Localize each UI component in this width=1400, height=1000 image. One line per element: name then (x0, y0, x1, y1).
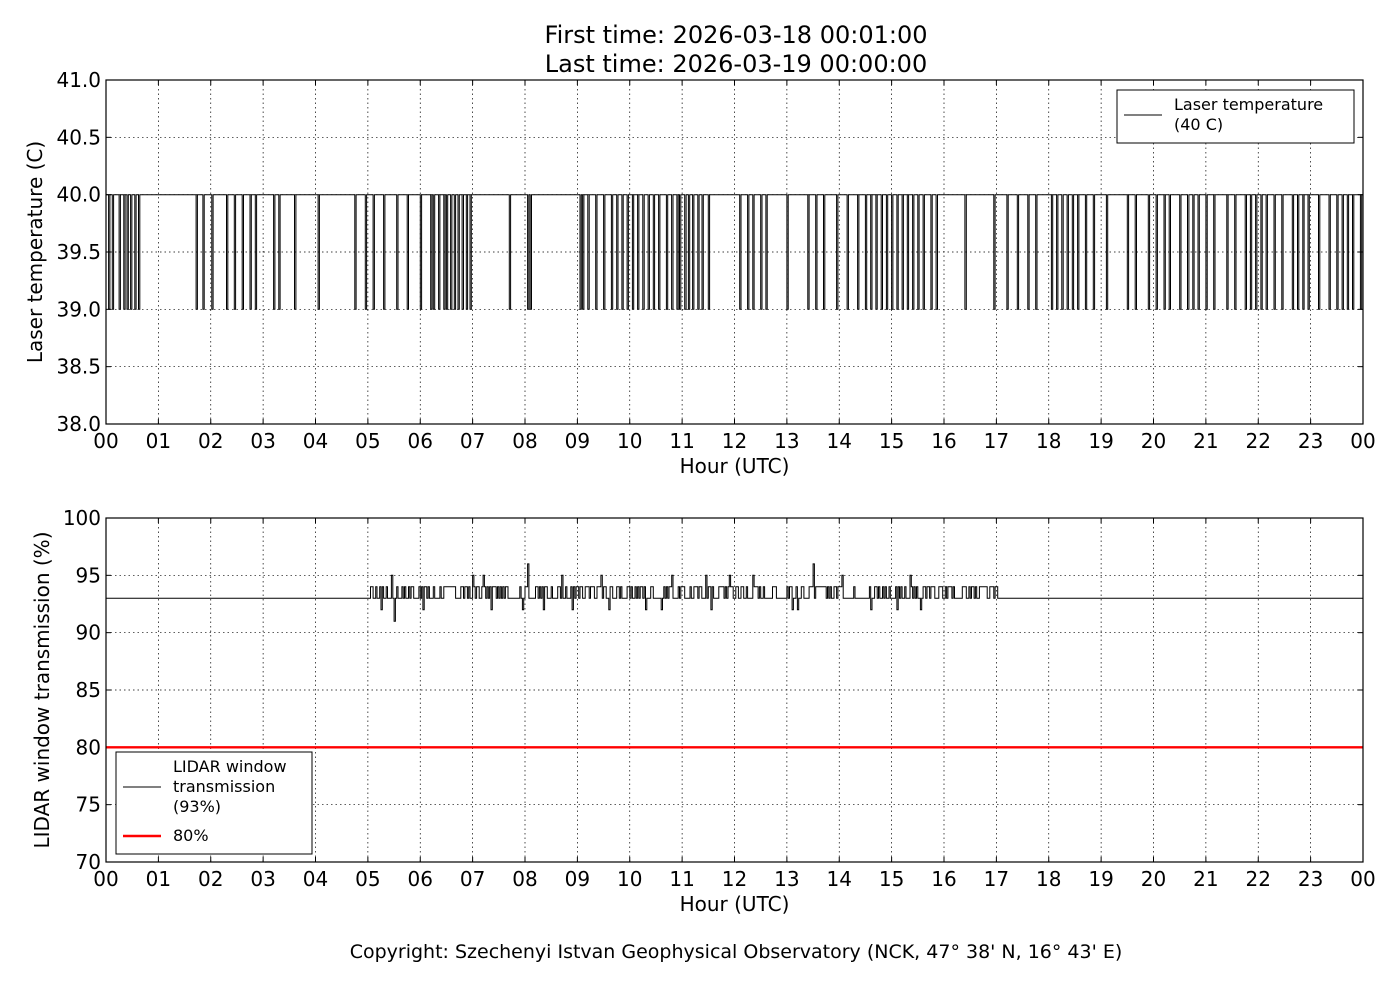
x-tick-label: 00 (1350, 867, 1375, 891)
series-line (106, 563, 1363, 622)
y-tick-label: 40.0 (56, 183, 101, 207)
x-tick-label: 09 (565, 867, 590, 891)
x-tick-label: 00 (93, 429, 118, 453)
x-tick-label: 19 (1088, 429, 1113, 453)
x-tick-label: 22 (1246, 867, 1271, 891)
x-tick-label: 17 (984, 429, 1009, 453)
x-axis-label: Hour (UTC) (680, 892, 790, 916)
y-tick-label: 70 (76, 850, 101, 874)
x-tick-label: 02 (198, 429, 223, 453)
legend-box (1116, 89, 1355, 144)
x-tick-label: 14 (827, 429, 852, 453)
x-tick-label: 03 (250, 429, 275, 453)
x-tick-label: 15 (879, 429, 904, 453)
x-tick-label: 03 (250, 867, 275, 891)
title-line-1: First time: 2026-03-18 00:01:00 (545, 21, 928, 49)
x-tick-label: 12 (722, 867, 747, 891)
x-tick-label: 10 (617, 429, 642, 453)
x-tick-label: 13 (774, 429, 799, 453)
y-axis-label: Laser temperature (C) (23, 141, 47, 363)
legend-label: (93%) (173, 797, 221, 816)
y-tick-label: 90 (76, 621, 101, 645)
y-tick-label: 38.0 (56, 412, 101, 436)
x-tick-label: 04 (303, 429, 328, 453)
x-tick-label: 00 (93, 867, 118, 891)
x-tick-label: 09 (565, 429, 590, 453)
x-tick-label: 19 (1088, 867, 1113, 891)
lidar-transmission-chart: 00 01 02 03 04 05 06 07 08 09 10 11 12 13 14 15 16 17 18 19… (30, 506, 1376, 916)
y-axis-label: LIDAR window transmission (%) (30, 532, 54, 849)
legend: Laser temperature(40 C) (1116, 89, 1355, 144)
y-tick-label: 75 (76, 793, 101, 817)
title-line-2: Last time: 2026-03-19 00:00:00 (545, 50, 927, 78)
x-tick-label: 07 (460, 429, 485, 453)
legend-label: transmission (173, 777, 275, 796)
y-tick-label: 40.5 (56, 125, 101, 149)
x-tick-label: 01 (146, 867, 171, 891)
legend-label: 80% (173, 826, 209, 845)
x-tick-label: 18 (1036, 429, 1061, 453)
x-tick-label: 11 (669, 867, 694, 891)
x-tick-label: 20 (1141, 429, 1166, 453)
y-tick-label: 85 (76, 678, 101, 702)
plot-frame (105, 517, 1364, 863)
x-tick-label: 00 (1350, 429, 1375, 453)
plot-frame (105, 79, 1364, 425)
x-tick-label: 21 (1193, 867, 1218, 891)
x-tick-label: 23 (1298, 429, 1323, 453)
x-tick-label: 11 (669, 429, 694, 453)
x-tick-label: 16 (931, 429, 956, 453)
x-tick-label: 06 (408, 429, 433, 453)
x-tick-label: 05 (355, 429, 380, 453)
x-tick-label: 20 (1141, 867, 1166, 891)
x-tick-label: 10 (617, 867, 642, 891)
x-tick-label: 04 (303, 867, 328, 891)
y-tick-label: 38.5 (56, 355, 101, 379)
y-tick-label: 41.0 (56, 68, 101, 92)
x-tick-label: 18 (1036, 867, 1061, 891)
x-tick-label: 14 (827, 867, 852, 891)
x-axis-label: Hour (UTC) (680, 454, 790, 478)
x-tick-label: 01 (146, 429, 171, 453)
x-tick-label: 15 (879, 867, 904, 891)
x-tick-label: 22 (1246, 429, 1271, 453)
x-tick-label: 08 (512, 867, 537, 891)
x-tick-label: 17 (984, 867, 1009, 891)
y-tick-label: 100 (63, 506, 101, 530)
legend-label: Laser temperature (1174, 95, 1323, 114)
y-tick-label: 39.5 (56, 240, 101, 264)
legend-label: LIDAR window (173, 757, 287, 776)
y-tick-label: 80 (76, 735, 101, 759)
y-tick-label: 39.0 (56, 297, 101, 321)
x-tick-label: 16 (931, 867, 956, 891)
x-tick-label: 07 (460, 867, 485, 891)
legend-label: (40 C) (1174, 115, 1223, 134)
series-line (106, 194, 1363, 310)
x-tick-label: 08 (512, 429, 537, 453)
y-tick-label: 95 (76, 563, 101, 587)
laser-temperature-chart: 00 01 02 03 04 05 06 07 08 09 10 11 12 13 14 15 16 17 18 19… (23, 68, 1376, 478)
x-tick-label: 13 (774, 867, 799, 891)
x-tick-label: 23 (1298, 867, 1323, 891)
x-tick-label: 12 (722, 429, 747, 453)
copyright-text: Copyright: Szechenyi Istvan Geophysical … (350, 941, 1123, 963)
x-tick-label: 21 (1193, 429, 1218, 453)
x-tick-label: 05 (355, 867, 380, 891)
x-tick-label: 06 (408, 867, 433, 891)
x-tick-label: 02 (198, 867, 223, 891)
